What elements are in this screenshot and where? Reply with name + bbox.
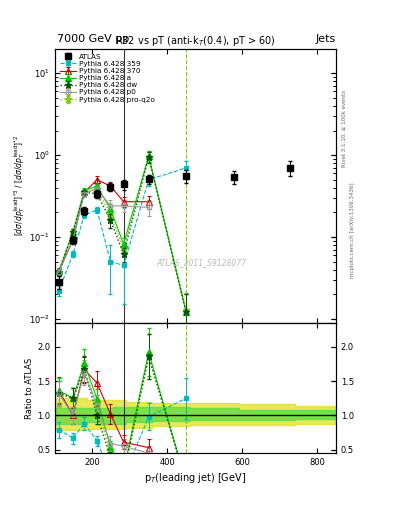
Y-axis label: Ratio to ATLAS: Ratio to ATLAS [25, 357, 34, 418]
Text: Rivet 3.1.10, ≥ 100k events: Rivet 3.1.10, ≥ 100k events [342, 90, 347, 166]
Text: ATLAS_2011_S9128077: ATLAS_2011_S9128077 [156, 258, 246, 267]
Text: mcplots.cern.ch [arXiv:1306.3436]: mcplots.cern.ch [arXiv:1306.3436] [350, 183, 355, 278]
X-axis label: p$_T$(leading jet) [GeV]: p$_T$(leading jet) [GeV] [145, 471, 246, 485]
Title: R32 vs pT (anti-k$_T$(0.4), pT > 60): R32 vs pT (anti-k$_T$(0.4), pT > 60) [115, 34, 276, 49]
Text: Jets: Jets [316, 33, 336, 44]
Y-axis label: $[d\sigma/dp_T^{\rm lead}]^{*3}$ / $[d\sigma/dp_T^{\rm lead}]^{*2}$: $[d\sigma/dp_T^{\rm lead}]^{*3}$ / $[d\s… [12, 135, 27, 237]
Text: 7000 GeV pp: 7000 GeV pp [57, 33, 129, 44]
Legend: ATLAS, Pythia 6.428 359, Pythia 6.428 370, Pythia 6.428 a, Pythia 6.428 dw, Pyth: ATLAS, Pythia 6.428 359, Pythia 6.428 37… [57, 51, 158, 105]
